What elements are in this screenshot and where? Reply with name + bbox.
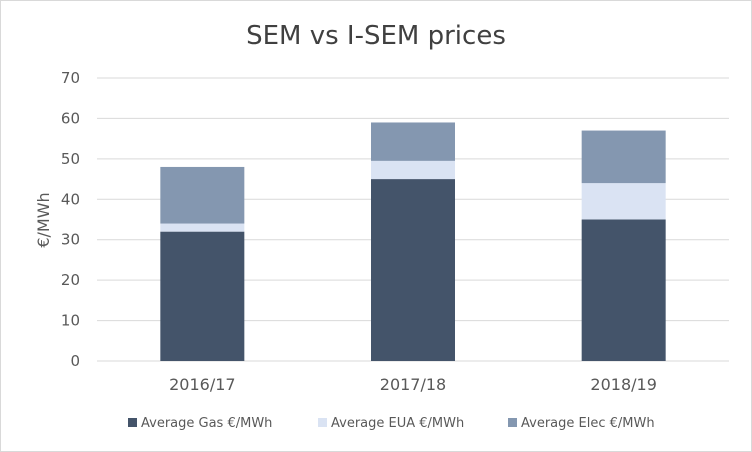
legend-label: Average Gas €/MWh	[141, 416, 272, 431]
bar-segment	[581, 130, 666, 184]
x-axis-ticks: 2016/17 2017/18 2018/19	[169, 375, 657, 394]
y-tick-label: 60	[61, 109, 80, 127]
legend-label: Average Elec €/MWh	[521, 416, 655, 431]
y-axis-title: €/MWh	[34, 192, 53, 247]
y-tick-label: 70	[61, 69, 80, 87]
y-tick-label: 20	[61, 271, 80, 289]
legend-swatch	[128, 418, 137, 427]
x-tick-label: 2017/18	[380, 375, 446, 394]
x-tick-label: 2016/17	[169, 375, 235, 394]
chart-title: SEM vs I-SEM prices	[246, 21, 506, 51]
y-axis-ticks: 0 10 20 30 40 50 60 70	[61, 69, 80, 370]
y-tick-label: 40	[61, 190, 80, 208]
legend-label: Average EUA €/MWh	[331, 416, 464, 431]
bar-segment	[160, 166, 245, 224]
legend-swatch	[508, 418, 517, 427]
y-tick-label: 50	[61, 150, 80, 168]
bar-segment	[160, 223, 245, 232]
bar-segment	[581, 183, 666, 220]
bar-segment	[371, 160, 455, 180]
legend-swatch	[318, 418, 327, 427]
bar-segment	[581, 219, 666, 361]
bar-segment	[371, 179, 455, 361]
bar-segment	[160, 231, 245, 361]
bars	[160, 122, 666, 361]
y-tick-label: 0	[70, 352, 80, 370]
x-tick-label: 2018/19	[590, 375, 656, 394]
y-tick-label: 30	[61, 231, 80, 249]
y-tick-label: 10	[61, 312, 80, 330]
bar-segment	[371, 122, 455, 161]
legend: Average Gas €/MWh Average EUA €/MWh Averag…	[128, 416, 655, 431]
